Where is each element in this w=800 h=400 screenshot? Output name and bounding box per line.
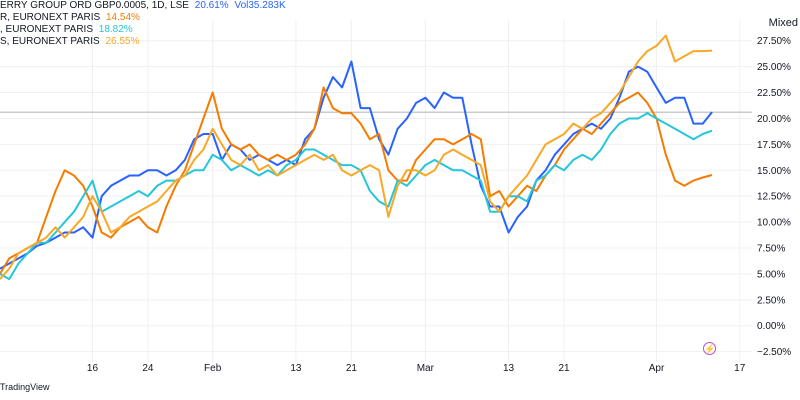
- legend-value: 18.82%: [98, 24, 133, 35]
- y-tick-label: 7.50%: [757, 244, 785, 255]
- y-tick-label: 10.00%: [757, 218, 791, 229]
- legend-label: ERRY GROUP ORD GBP0.0005, 1D, LSE: [0, 0, 189, 11]
- legend: ERRY GROUP ORD GBP0.0005, 1D, LSE 20.61%…: [0, 0, 286, 48]
- y-tick-label: 12.50%: [757, 192, 791, 203]
- legend-value: 14.54%: [106, 12, 140, 23]
- y-tick-label: 5.00%: [757, 269, 785, 280]
- x-tick-label: Apr: [649, 363, 665, 374]
- y-tick-label: 27.50%: [757, 36, 791, 47]
- scale-mode-label[interactable]: Mixed: [768, 17, 798, 29]
- x-tick-label: Feb: [204, 363, 222, 374]
- grid-lines: [0, 20, 752, 362]
- x-tick-label: 16: [87, 363, 99, 374]
- x-tick-label: 13: [503, 363, 515, 374]
- x-tick-label: 24: [142, 363, 154, 374]
- series-line-0: [0, 60, 713, 270]
- legend-value: 26.55%: [105, 36, 140, 47]
- y-axis: −2.50% 0.00% 2.50% 5.00% 7.50% 10.00% 12.50% 15…: [757, 36, 791, 358]
- x-tick-label: Mar: [417, 363, 435, 374]
- x-tick-label: 13: [290, 363, 302, 374]
- y-tick-label: −2.50%: [757, 347, 791, 358]
- series-line-3: [0, 34, 713, 280]
- x-tick-label: 21: [346, 363, 358, 374]
- x-axis: 16 24 Feb 13 21 Mar 13 21 Apr 17: [87, 363, 746, 374]
- y-tick-label: 25.00%: [757, 62, 791, 73]
- legend-row: , EURONEXT PARIS 18.82%: [0, 24, 286, 36]
- legend-row: R, EURONEXT PARIS 14.54%: [0, 12, 286, 24]
- series-lines: [0, 34, 713, 281]
- legend-value: 20.61%: [194, 0, 229, 11]
- series-line-2: [0, 112, 713, 281]
- legend-label: S, EURONEXT PARIS: [0, 36, 100, 47]
- x-tick-label: 17: [734, 363, 746, 374]
- y-tick-label: 0.00%: [757, 321, 785, 332]
- legend-volume: Vol35.283K: [234, 0, 286, 11]
- y-tick-label: 22.50%: [757, 88, 791, 99]
- x-tick-label: 21: [558, 363, 570, 374]
- y-tick-label: 15.00%: [757, 166, 791, 177]
- y-tick-label: 20.00%: [757, 114, 791, 125]
- y-tick-label: 2.50%: [757, 295, 785, 306]
- y-tick-label: 17.50%: [757, 140, 791, 151]
- lightning-icon[interactable]: ⚡: [703, 342, 716, 355]
- legend-row: S, EURONEXT PARIS 26.55%: [0, 36, 286, 48]
- legend-row-publisher: ERRY GROUP ORD GBP0.0005, 1D, LSE 20.61%…: [0, 0, 286, 12]
- footer-brand: TradingView: [0, 382, 50, 392]
- legend-label: , EURONEXT PARIS: [0, 24, 93, 35]
- series-line-1: [0, 86, 713, 275]
- legend-label: R, EURONEXT PARIS: [0, 12, 101, 23]
